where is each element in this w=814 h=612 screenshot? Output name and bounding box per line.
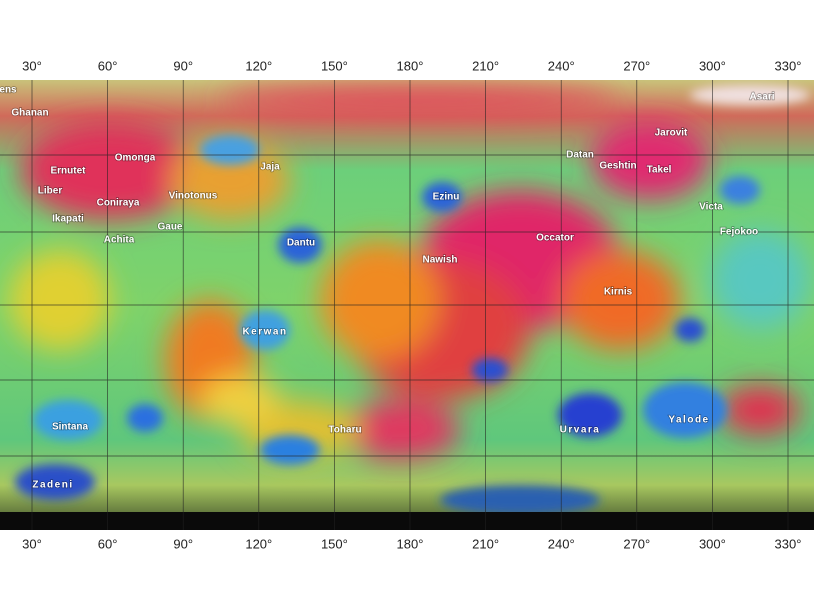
longitude-label-bottom: 270° [623, 536, 650, 551]
feature-label: Urvara [560, 425, 601, 436]
longitude-label-top: 330° [775, 58, 802, 73]
topography [0, 80, 814, 530]
feature-label: Dantu [287, 238, 315, 249]
feature-label: Zadeni [32, 480, 73, 491]
feature-label: Ernutet [51, 166, 87, 177]
longitude-label-top: 60° [98, 58, 118, 73]
longitude-label-bottom: 240° [548, 536, 575, 551]
longitude-label-top: 120° [245, 58, 272, 73]
longitude-label-bottom: 150° [321, 536, 348, 551]
feature-label: Liber [38, 186, 63, 197]
feature-label: Ikapati [52, 214, 84, 225]
feature-label: Occator [536, 233, 574, 244]
longitude-label-top: 30° [22, 58, 42, 73]
longitude-label-top: 180° [397, 58, 424, 73]
feature-label: Ghanan [11, 108, 48, 119]
feature-label: Fejokoo [720, 227, 758, 238]
feature-label: Kerwan [242, 327, 287, 338]
longitude-label-bottom: 330° [775, 536, 802, 551]
longitude-label-bottom: 120° [245, 536, 272, 551]
longitude-label-bottom: 300° [699, 536, 726, 551]
feature-label: Datan [566, 150, 594, 161]
longitude-label-top: 90° [173, 58, 193, 73]
feature-label: Vinotonus [169, 191, 218, 202]
feature-label: Omonga [115, 153, 156, 164]
longitude-label-top: 300° [699, 58, 726, 73]
feature-label: Yalode [668, 415, 709, 426]
feature-label: Nawish [422, 255, 457, 266]
feature-label: Achita [104, 235, 135, 246]
longitude-label-bottom: 60° [98, 536, 118, 551]
feature-label: Jarovit [655, 128, 688, 139]
longitude-label-top: 270° [623, 58, 650, 73]
longitude-label-top: 210° [472, 58, 499, 73]
feature-label: Victa [699, 202, 723, 213]
feature-label: Gaue [157, 222, 182, 233]
longitude-label-bottom: 180° [397, 536, 424, 551]
feature-label: Asari [749, 92, 774, 103]
feature-label: Sintana [52, 422, 89, 433]
feature-label: Toharu [328, 425, 361, 436]
longitude-label-top: 150° [321, 58, 348, 73]
feature-label: Kirnis [604, 287, 633, 298]
longitude-label-top: 240° [548, 58, 575, 73]
feature-label: ens [0, 85, 17, 96]
longitude-label-bottom: 30° [22, 536, 42, 551]
longitude-label-bottom: 90° [173, 536, 193, 551]
feature-label: Ezinu [433, 192, 460, 203]
feature-label: Coniraya [97, 198, 140, 209]
longitude-label-bottom: 210° [472, 536, 499, 551]
feature-label: Takel [647, 165, 672, 176]
feature-label: Jaja [260, 162, 280, 173]
feature-label: Geshtin [599, 161, 636, 172]
